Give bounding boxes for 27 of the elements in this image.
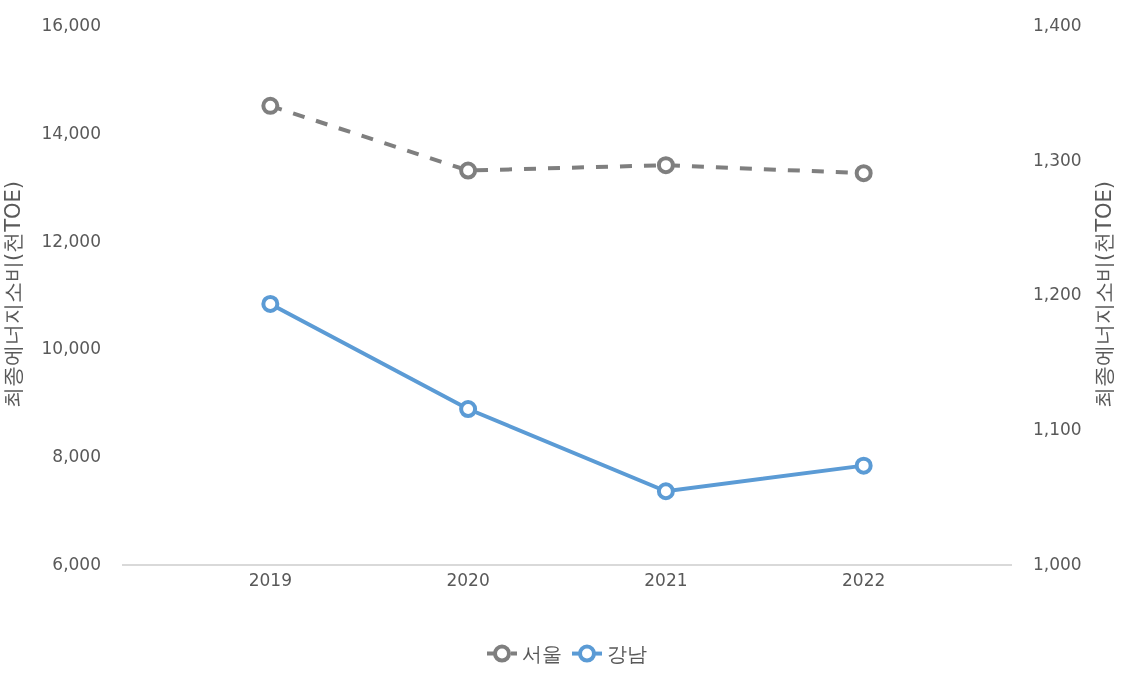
y2-tick-label: 1,200 (1033, 284, 1082, 305)
point (261, 96, 280, 115)
x-tick-label: 2020 (446, 570, 490, 591)
y2-tick-label: 1,000 (1033, 553, 1082, 574)
point (854, 164, 873, 183)
y-tick-label: 10,000 (41, 338, 101, 359)
y2-tick-label: 1,400 (1033, 14, 1082, 35)
y-axis-title: 최종에너지소비(천TOE) (0, 180, 25, 409)
y-tick-label: 6,000 (52, 553, 101, 574)
x-tick-label: 2022 (842, 570, 886, 591)
point (656, 482, 675, 501)
y2-axis-title: 최종에너지소비(천TOE) (1091, 180, 1116, 409)
legend-label: 서울 (522, 642, 562, 667)
y-tick-label: 14,000 (41, 122, 101, 143)
legend-label: 강남 (607, 642, 647, 667)
point (854, 456, 873, 475)
x-tick-label: 2019 (248, 570, 292, 591)
point (459, 400, 478, 419)
y2-tick-label: 1,300 (1033, 149, 1082, 170)
point (656, 156, 675, 175)
y2-tick-label: 1,100 (1033, 419, 1082, 440)
y-tick-label: 8,000 (52, 446, 101, 467)
y-tick-label: 16,000 (41, 14, 101, 35)
x-tick-label: 2021 (644, 570, 688, 591)
y-tick-label: 12,000 (41, 230, 101, 251)
point (459, 161, 478, 180)
point (261, 294, 280, 313)
